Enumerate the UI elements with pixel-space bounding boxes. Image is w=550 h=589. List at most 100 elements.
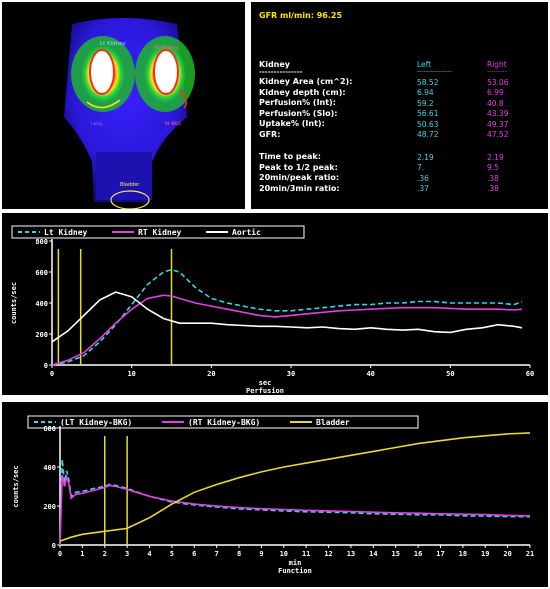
renal-scan-image: Lt Kidney Rt Kidney Lbkg Rt BKG Bladder (2, 2, 245, 209)
x-tick-label: 18 (459, 550, 467, 558)
perfusion-chart: Lt Kidney RT Kidney Aortic 0 200 400 600 800 0 10… (2, 213, 548, 395)
stat-right-value: 6.99 (487, 88, 504, 97)
series-line (59, 432, 531, 542)
stat-label: Kidney Area (cm^2): (259, 77, 353, 86)
x-tick-label: 7 (215, 550, 219, 558)
x-tick-label: 10 (280, 550, 288, 558)
x-tick-label: 9 (259, 550, 263, 558)
x-tick-label: 12 (324, 550, 332, 558)
stat-left-value: 58.52 (417, 77, 439, 87)
x-tick-label: 60 (526, 370, 534, 378)
stat-right-value: 2.19 (487, 152, 504, 162)
stat-left-value: 7. (417, 163, 425, 172)
x-tick-label: 8 (237, 550, 241, 558)
stat-left-value: 50.63 (417, 119, 439, 129)
x-tick-label: 15 (391, 550, 399, 558)
stat-right-value: .38 (487, 173, 499, 183)
y-axis-label: counts/sec (10, 282, 18, 324)
stat-right-value: 43.39 (487, 109, 509, 118)
x-tick-label: 10 (127, 370, 135, 378)
x-tick-label: 40 (366, 370, 374, 378)
left-kidney-label: Lt Kidney (100, 41, 126, 47)
stat-right-value: 40.8 (487, 98, 504, 108)
kidney-header: Kidney (259, 60, 291, 69)
chart-background (2, 402, 548, 587)
x-tick-label: 14 (369, 550, 377, 558)
stat-label: Perfusion% (Slo): (259, 108, 338, 118)
stat-left-value: .36 (417, 173, 429, 183)
stat-label: 20min/peak ratio: (259, 173, 340, 182)
right-column-header: Right (487, 60, 507, 69)
y-tick-label: 600 (43, 425, 56, 433)
y-tick-label: 400 (43, 464, 56, 472)
stat-right-value: 49.37 (487, 119, 509, 129)
function-chart-panel: (LT Kidney-BKG) (RT Kidney-BKG) Bladder 0 20… (2, 402, 548, 587)
left-column-header: Left (417, 60, 432, 69)
x-tick-label: 50 (446, 370, 454, 378)
legend-label: (RT Kidney-BKG) (188, 417, 260, 427)
kidney-underline: --------------- (259, 68, 303, 76)
stat-right-value: 9.5 (487, 163, 499, 172)
legend-label: Lt Kidney (44, 227, 88, 237)
stat-right-value: 53.06 (487, 77, 509, 87)
x-tick-label: 16 (414, 550, 422, 558)
x-axis-label: sec (259, 379, 272, 387)
legend-label: RT Kidney (138, 227, 182, 237)
stat-right-value: 47.52 (487, 130, 509, 139)
x-tick-label: 3 (125, 550, 129, 558)
y-tick-label: 0 (44, 362, 48, 370)
y-tick-label: 200 (43, 503, 56, 511)
x-tick-label: 2 (103, 550, 107, 558)
kidney-stats-panel: GFR ml/min: 96.25 Kidney ---------------… (251, 2, 548, 209)
x-tick-label: 17 (436, 550, 444, 558)
x-tick-label: 30 (287, 370, 295, 378)
stat-left-value: 59.2 (417, 98, 434, 108)
x-tick-label: 1 (80, 550, 84, 558)
stat-left-value: 56.61 (417, 109, 439, 118)
stat-left-value: 2.19 (417, 152, 434, 162)
series-line (51, 294, 523, 366)
stat-left-value: 6.94 (417, 88, 434, 97)
stat-left-value: .37 (417, 184, 429, 193)
right-bkg-label: Rt BKG (165, 121, 181, 127)
perfusion-chart-panel: Lt Kidney RT Kidney Aortic 0 200 400 600 800 0 10… (2, 213, 548, 395)
y-tick-label: 400 (35, 300, 48, 308)
y-tick-label: 200 (35, 331, 48, 339)
x-tick-label: 20 (207, 370, 215, 378)
y-axis-label: counts/sec (12, 465, 20, 507)
x-tick-label: 20 (503, 550, 511, 558)
series-line (51, 291, 523, 343)
legend-box (27, 415, 419, 429)
stat-right-value: .38 (487, 184, 499, 193)
stat-label: GFR: (259, 129, 281, 139)
gfr-header: GFR ml/min: 96.25 (259, 11, 343, 20)
x-axis-caption: Function (278, 567, 312, 575)
y-tick-label: 800 (35, 238, 48, 246)
x-axis-caption: Perfusion (246, 387, 284, 395)
left-underline: ---------------- (417, 68, 452, 75)
stat-label: Time to peak: (259, 152, 321, 161)
legend-box (11, 225, 305, 239)
legend-label: Aortic (232, 227, 261, 237)
legend-label: (LT Kidney-BKG) (60, 417, 132, 427)
x-axis-label: min (289, 559, 302, 567)
x-tick-label: 19 (481, 550, 489, 558)
bladder-label: Bladder (120, 182, 140, 188)
x-tick-label: 13 (347, 550, 355, 558)
chart-background (2, 213, 548, 395)
x-tick-label: 0 (58, 550, 62, 558)
x-tick-label: 6 (192, 550, 196, 558)
series-line (51, 268, 523, 366)
x-tick-label: 21 (526, 550, 534, 558)
x-tick-label: 0 (50, 370, 54, 378)
stat-label: 20min/3min ratio: (259, 183, 340, 193)
x-tick-label: 11 (302, 550, 310, 558)
series-line (59, 473, 531, 546)
x-tick-label: 5 (170, 550, 174, 558)
function-chart: (LT Kidney-BKG) (RT Kidney-BKG) Bladder 0 20… (2, 402, 548, 587)
left-bkg-label: Lbkg (91, 121, 102, 127)
renal-scan-svg: Lt Kidney Rt Kidney Lbkg Rt BKG Bladder (2, 2, 245, 209)
legend-label: Bladder (316, 418, 350, 427)
right-underline: --------- (487, 68, 507, 75)
x-tick-label: 4 (147, 550, 151, 558)
